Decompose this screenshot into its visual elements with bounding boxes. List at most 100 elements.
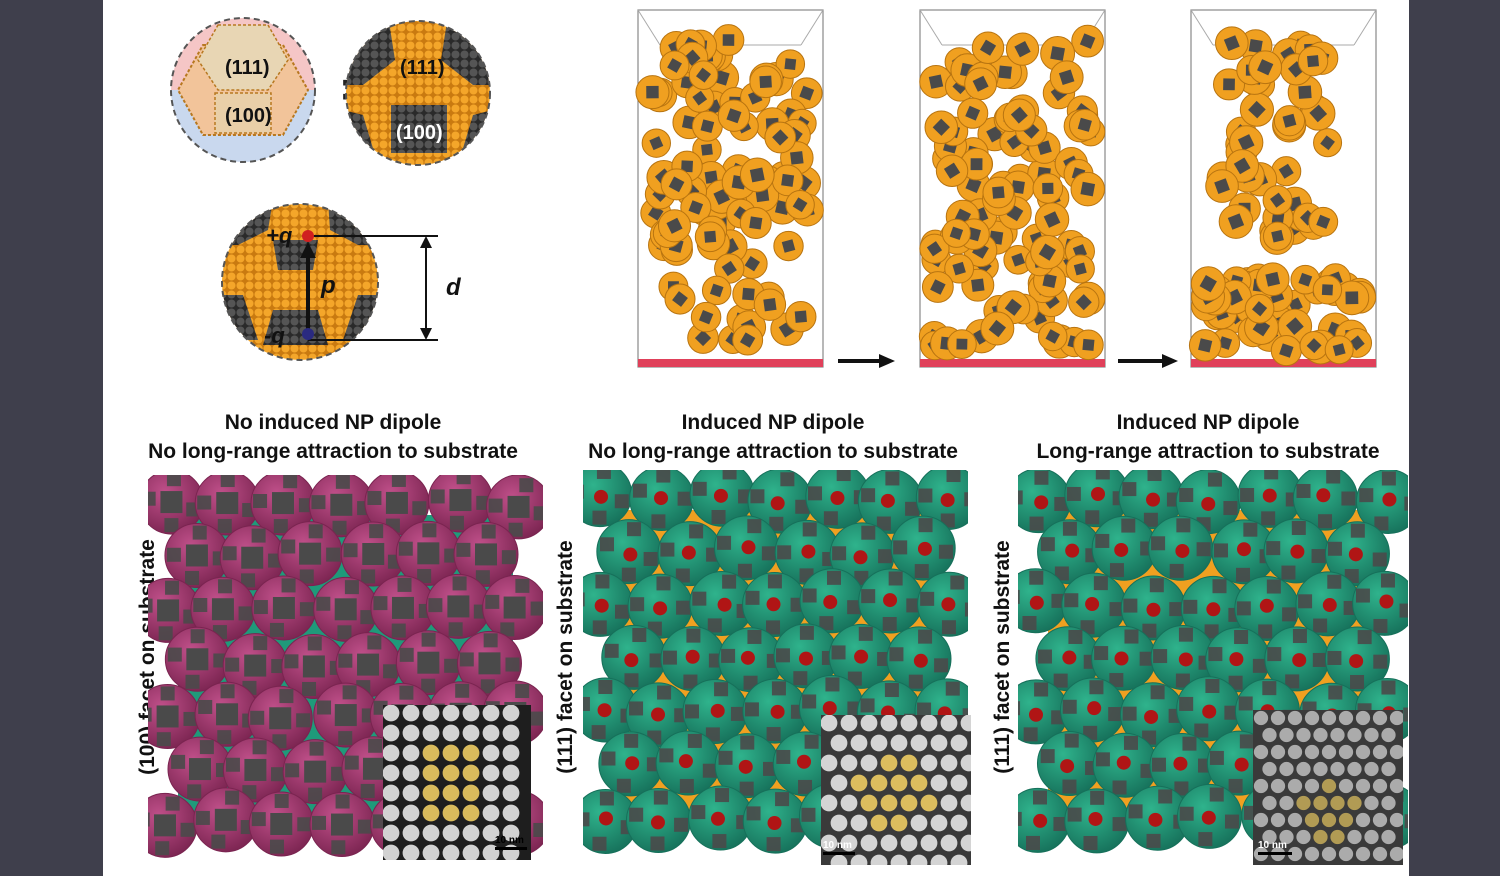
simulation-box [635, 9, 824, 368]
nanoparticle [1212, 68, 1246, 101]
dipole-diagram: +q -q p d [221, 203, 462, 361]
nanoparticle [1005, 32, 1040, 66]
nanoparticle [1176, 676, 1242, 742]
nanoparticle [194, 470, 260, 536]
assembly-svg [132, 467, 552, 858]
nanoparticle [714, 253, 745, 284]
nanoparticle [1324, 626, 1390, 692]
panel-1-line2: No long-range attraction to substrate [148, 440, 518, 463]
nanoparticle [1324, 521, 1390, 587]
nanoparticle [790, 77, 823, 109]
dipole-label: p [320, 272, 336, 299]
nanoparticle [1064, 462, 1130, 528]
nanoparticle [1352, 570, 1409, 636]
nanoparticle [764, 121, 797, 154]
nanoparticle [712, 24, 745, 56]
scale-bar-3-label: 10 nm [1258, 840, 1287, 851]
nanoparticle [1324, 335, 1354, 365]
nanoparticle [690, 301, 722, 333]
facet-100-label: (100) [225, 105, 272, 127]
nanoparticle [1264, 626, 1330, 692]
nanoparticle [680, 191, 712, 224]
nanoparticle [655, 730, 721, 796]
nanoparticle [1244, 293, 1275, 324]
nanoparticle [1060, 677, 1126, 743]
nanoparticle [627, 573, 693, 639]
facet-100-label-right: (100) [396, 122, 443, 144]
nanoparticle [935, 154, 969, 187]
nanoparticle [251, 575, 317, 641]
nanoparticle [919, 64, 953, 99]
scale-bar-1: 10 nm [495, 835, 527, 850]
nanoparticle [1262, 185, 1293, 216]
nanoparticle [664, 283, 696, 315]
nanoparticle [694, 221, 726, 253]
nanoparticle [980, 311, 1015, 346]
simulation-sequence [633, 5, 1393, 375]
nanoparticle [799, 568, 865, 634]
arrow-head [879, 354, 895, 368]
nanoparticle [689, 461, 755, 527]
nanoparticle [774, 519, 840, 585]
nanoparticle [742, 788, 808, 854]
nanoparticle [701, 275, 732, 306]
nanoparticle [947, 329, 977, 359]
nanoparticle [1188, 329, 1222, 362]
nanoparticle [1002, 98, 1036, 132]
scale-bar-2: 10 nm [823, 840, 855, 855]
nanoparticle [1071, 24, 1104, 58]
nanoparticle [395, 630, 461, 696]
nanoparticle [364, 470, 430, 536]
nanoparticle [682, 678, 748, 744]
panel-2-line1: Induced NP dipole [681, 411, 865, 434]
nanoparticle [919, 233, 950, 264]
nanoparticle [964, 67, 998, 101]
nanoparticle [629, 466, 695, 532]
nanoparticle [1290, 264, 1321, 295]
scale-bar-2-label: 10 nm [823, 840, 852, 851]
nanoparticle [190, 576, 256, 642]
nanoparticle [395, 520, 461, 586]
nanoparticle [1177, 783, 1243, 849]
nanoparticle [1355, 469, 1409, 535]
nanoparticle [660, 168, 693, 201]
nanoparticle [717, 99, 751, 132]
nanoparticle [657, 209, 692, 243]
nanoparticle [309, 792, 375, 858]
nanoparticle [773, 623, 839, 689]
nanoparticle [250, 470, 316, 536]
nanoparticle [1295, 571, 1361, 637]
nanoparticle [747, 468, 813, 534]
nanoparticle [1263, 518, 1329, 584]
nanoparticle [982, 176, 1015, 209]
simulation-box [1188, 9, 1377, 368]
nanoparticle [714, 733, 780, 799]
nanoparticle [635, 75, 670, 110]
nanoparticle [482, 575, 548, 641]
nanoparticle [858, 568, 924, 634]
nanoparticle [1091, 625, 1157, 691]
nanoparticle [1175, 469, 1241, 535]
nanoparticle [917, 571, 983, 637]
positive-charge-label: +q [266, 223, 293, 248]
nanoparticle [625, 682, 691, 748]
nanoparticle [1003, 679, 1069, 745]
nanoparticle [1125, 785, 1191, 851]
nanoparticle [1255, 262, 1290, 297]
nanoparticle [641, 128, 672, 158]
nanoparticle [313, 576, 379, 642]
nanoparticle [164, 522, 230, 588]
nanoparticle [773, 230, 804, 262]
nanoparticle [915, 464, 981, 530]
nanoparticle [714, 515, 780, 581]
nanoparticle [1313, 128, 1343, 158]
nanoparticle [890, 515, 956, 581]
nanoparticle [248, 791, 314, 857]
tem-inset-1 [383, 705, 531, 860]
nanoparticle [1073, 329, 1104, 361]
nanoparticle [1205, 627, 1271, 693]
tem-image [821, 715, 971, 865]
nanoparticle [1239, 92, 1275, 127]
nanoparticle [1070, 171, 1106, 207]
scale-bar-1-label: 10 nm [495, 835, 524, 846]
